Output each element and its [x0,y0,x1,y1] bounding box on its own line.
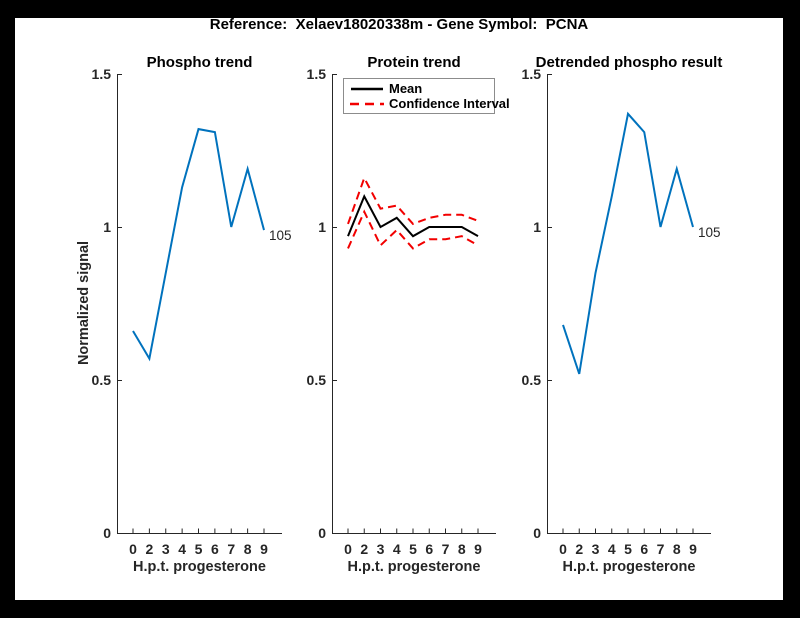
series-line-mean [347,194,479,238]
figure-title: Reference: Xelaev18020338m - Gene Symbol… [209,16,589,33]
y-tick-label: 0 [318,525,326,541]
x-tick-label: 3 [377,541,385,557]
x-tick-label: 9 [689,541,697,557]
x-tick-label: 0 [559,541,567,557]
tick-marks [332,74,479,534]
x-axis-label: H.p.t. progesterone [133,559,266,575]
x-axis-label: H.p.t. progesterone [563,559,696,575]
x-tick-label: 0 [344,541,352,557]
x-tick-label: 9 [260,541,268,557]
y-tick-label: 1.5 [92,66,112,82]
y-tick-label: 0 [103,525,111,541]
y-tick-label: 1.5 [307,66,327,82]
legend: Mean Confidence Interval [343,78,510,114]
x-tick-label: 4 [608,541,616,557]
x-tick-label: 5 [195,541,203,557]
chart-title: Detrended phospho result [536,54,723,71]
figure-canvas [15,18,783,600]
legend-item-confidence-interval: Confidence Interval [344,96,510,111]
x-tick-label: 8 [244,541,252,557]
series-line-confidence-lower [347,209,479,250]
x-tick-label: 8 [458,541,466,557]
x-tick-label: 2 [575,541,583,557]
x-tick-label: 2 [360,541,368,557]
x-tick-label: 5 [409,541,417,557]
x-tick-label: 5 [624,541,632,557]
y-tick-label: 0 [533,525,541,541]
y-tick-label: 1 [533,219,541,235]
x-tick-label: 7 [442,541,450,557]
line-end-annotation: 105 [269,228,292,243]
y-tick-label: 0.5 [92,372,112,388]
tick-marks [547,74,694,534]
x-tick-label: 2 [145,541,153,557]
y-axis-label: Normalized signal [76,241,92,365]
mean-line-sample [351,87,383,90]
legend-label-confidence-interval: Confidence Interval [389,96,510,111]
x-tick-label: 9 [474,541,482,557]
x-tick-label: 4 [393,541,401,557]
x-tick-label: 8 [673,541,681,557]
y-tick-label: 1 [318,219,326,235]
y-tick-label: 0.5 [307,372,327,388]
x-tick-label: 6 [640,541,648,557]
confidence-interval-line-sample [350,102,384,105]
x-tick-label: 3 [592,541,600,557]
x-tick-label: 7 [227,541,235,557]
series-line-confidence-upper [347,175,479,226]
legend-label-mean: Mean [389,81,423,96]
axis-spines [547,74,711,534]
x-tick-label: 7 [657,541,665,557]
x-tick-label: 6 [425,541,433,557]
chart-title: Protein trend [367,54,460,71]
y-tick-label: 1 [103,219,111,235]
x-tick-label: 3 [162,541,170,557]
x-axis-label: H.p.t. progesterone [348,559,481,575]
x-tick-label: 6 [211,541,219,557]
x-tick-label: 0 [129,541,137,557]
tick-marks [117,74,265,534]
chart-title: Phospho trend [147,54,253,71]
series-line-phospho-signal [132,127,265,362]
y-tick-label: 0.5 [522,372,542,388]
line-end-annotation: 105 [698,225,721,240]
legend-item-mean: Mean [344,81,494,96]
y-tick-label: 1.5 [522,66,542,82]
x-tick-label: 4 [178,541,186,557]
series-line-detrended-phospho-signal [562,111,694,375]
